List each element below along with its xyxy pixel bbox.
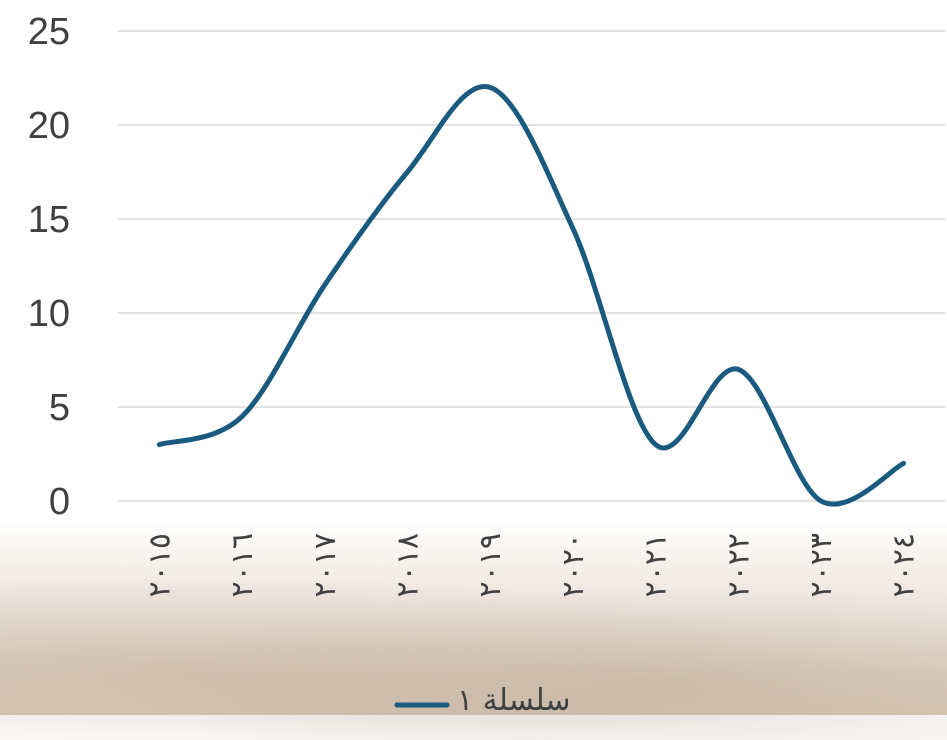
y-tick-label: 20 [28, 105, 70, 147]
x-tick-label: ٢٠٢٢ [721, 533, 756, 597]
y-axis-ticks: 0 5 10 15 20 25 [28, 11, 70, 523]
x-axis-ticks: ٢٠١٥ ٢٠١٦ ٢٠١٧ ٢٠١٨ ٢٠١٩ ٢٠٢٠ ٢٠٢١ ٢٠٢٢ ٢٠٢٣ ٢٠٢٤ [142, 533, 921, 597]
legend: سلسلة ١ [394, 683, 571, 715]
x-tick-label: ٢٠١٦ [225, 533, 260, 597]
x-tick-label: ٢٠٢٤ [887, 533, 922, 597]
x-tick-label: ٢٠١٥ [142, 533, 177, 597]
x-tick-label: ٢٠٢٠ [556, 533, 591, 597]
series-group [156, 83, 907, 507]
x-tick-label: ٢٠٢١ [639, 533, 674, 597]
y-tick-label: 0 [49, 481, 70, 523]
x-tick-label: ٢٠١٧ [308, 533, 343, 597]
x-tick-label: ٢٠١٨ [390, 533, 425, 597]
background-photo [0, 520, 947, 740]
legend-label: سلسلة ١ [457, 683, 571, 715]
y-tick-label: 25 [28, 11, 70, 53]
x-tick-label: ٢٠٢٣ [804, 533, 839, 597]
series-line [156, 83, 907, 507]
y-tick-label: 15 [28, 199, 70, 241]
chart-container: 0 5 10 15 20 25 ٢٠١٥ ٢٠١٦ ٢٠١٧ ٢٠١٨ ٢٠١٩ ٢٠٢٠ ٢٠٢١ ٢… [0, 11, 947, 740]
gridlines [118, 30, 945, 502]
y-tick-label: 5 [49, 387, 70, 429]
y-tick-label: 10 [28, 293, 70, 335]
x-tick-label: ٢٠١٩ [473, 533, 508, 597]
